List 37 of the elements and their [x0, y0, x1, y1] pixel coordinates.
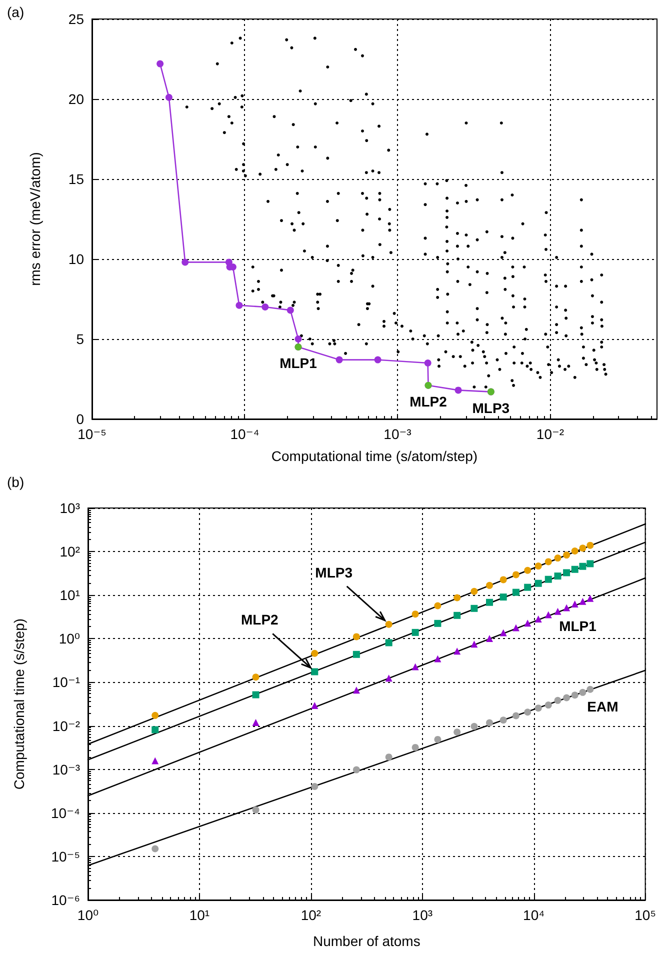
chart-title: (b)	[7, 474, 24, 490]
x-axis-title: Computational time (s/atom/step)	[271, 448, 478, 464]
annotation: MLP3	[472, 400, 510, 416]
y-tick-label: 10⁻³	[52, 761, 80, 778]
y-tick-label: 5	[76, 331, 84, 347]
y-tick-label: 15	[68, 171, 84, 187]
x-tick-label: 10⁻²	[536, 426, 564, 442]
x-axis-title: Number of atoms	[312, 933, 420, 949]
annotation: MLP1	[559, 618, 597, 634]
y-tick-label: 20	[68, 91, 84, 107]
annotation: MLP2	[410, 393, 448, 410]
y-tick-label: 10⁻²	[52, 718, 80, 734]
y-tick-label: 10⁻⁵	[51, 848, 80, 864]
y-axis-title: Computational time (s/step)	[11, 618, 27, 790]
y-tick-label: 0	[76, 411, 84, 427]
y-tick-label: 10⁻⁶	[51, 892, 80, 908]
annotation: MLP2	[240, 612, 279, 628]
x-tick-label: 10¹	[189, 907, 210, 923]
annotation: MLP1	[280, 355, 318, 371]
y-tick-label: 25	[68, 11, 84, 27]
x-tick-label: 10³	[412, 907, 433, 923]
y-tick-label: 10⁻⁴	[51, 804, 80, 821]
annotation: EAM	[587, 698, 618, 714]
y-tick-label: 10³	[60, 500, 80, 516]
y-tick-label: 10⁻¹	[52, 674, 80, 690]
y-tick-label: 10⁰	[58, 630, 80, 647]
y-axis-title: rms error (meV/atom)	[27, 152, 43, 286]
y-tick-label: 10¹	[60, 587, 80, 604]
chart-title: (a)	[7, 4, 24, 20]
y-tick-label: 10	[68, 251, 84, 267]
annotation: MLP3	[315, 564, 353, 580]
x-tick-label: 10⁵	[634, 907, 656, 923]
x-tick-label: 10⁻³	[384, 426, 412, 442]
x-tick-label: 10²	[300, 907, 322, 923]
x-tick-label: 10⁴	[523, 907, 545, 923]
x-tick-label: 10⁻⁴	[230, 426, 260, 442]
y-tick-label: 10²	[60, 544, 80, 560]
